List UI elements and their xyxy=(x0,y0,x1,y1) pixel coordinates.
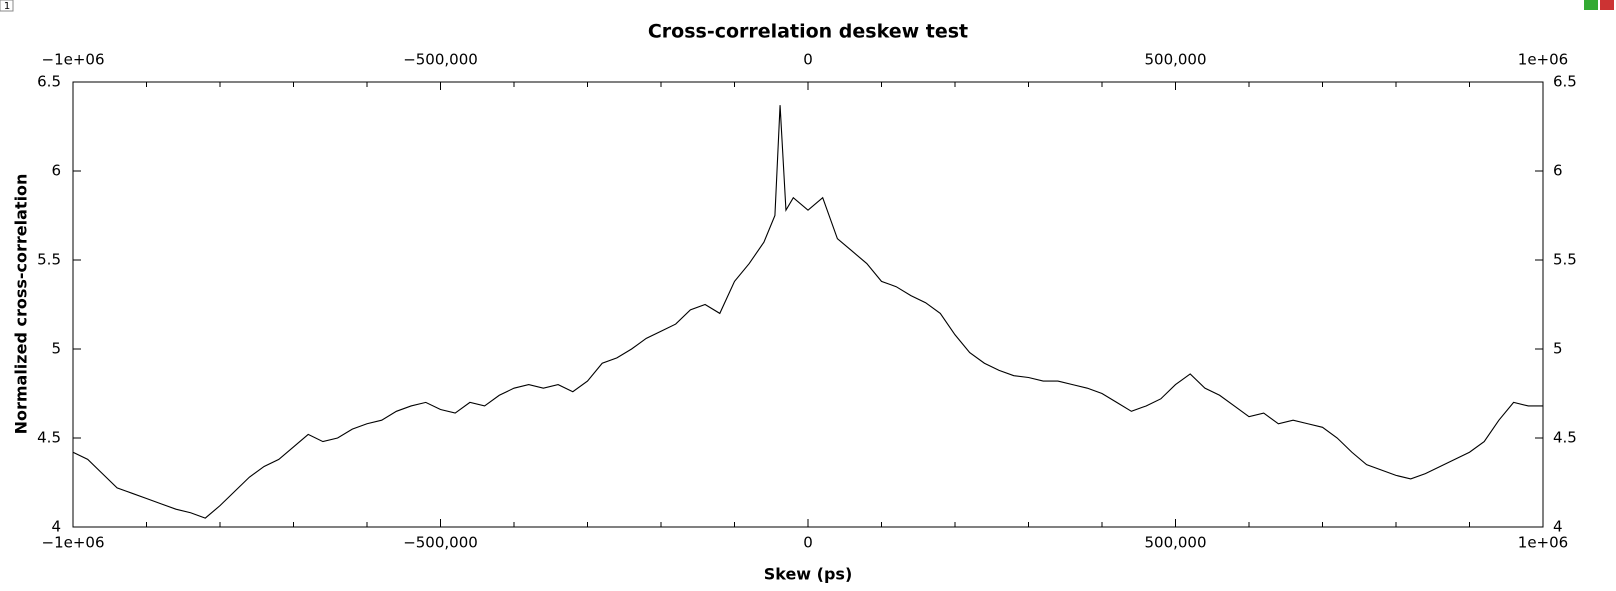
y-tick-label-right: 6.5 xyxy=(1553,73,1577,91)
x-tick-label-top: 1e+06 xyxy=(1518,51,1568,69)
tab-box[interactable] xyxy=(0,0,14,12)
x-tick-label: 500,000 xyxy=(1144,534,1206,552)
plot-frame xyxy=(72,81,1544,528)
y-tick-label-right: 5 xyxy=(1553,340,1563,358)
y-tick-label-right: 4 xyxy=(1553,518,1563,536)
y-tick-label: 6.5 xyxy=(37,73,61,91)
x-tick-label: 1e+06 xyxy=(1518,534,1568,552)
y-tick-label: 4 xyxy=(51,518,61,536)
y-tick-label: 6 xyxy=(51,162,61,180)
x-tick-label-top: −500,000 xyxy=(403,51,478,69)
data-line xyxy=(72,105,1543,519)
chart-title: Cross-correlation deskew test xyxy=(648,21,968,43)
y-tick-label-right: 5.5 xyxy=(1553,251,1577,269)
x-tick-label: −500,000 xyxy=(403,534,478,552)
x-tick-label-top: −1e+06 xyxy=(42,51,105,69)
y-tick-label: 4.5 xyxy=(37,429,61,447)
add-button[interactable] xyxy=(1584,0,1598,10)
y-tick-label-right: 6 xyxy=(1553,162,1563,180)
tab-label[interactable]: 1 xyxy=(4,1,10,12)
x-axis-label: Skew (ps) xyxy=(764,565,853,584)
y-tick-label: 5 xyxy=(51,340,61,358)
x-tick-label-top: 500,000 xyxy=(1144,51,1206,69)
y-tick-label-right: 4.5 xyxy=(1553,429,1577,447)
x-tick-label-top: 0 xyxy=(803,51,813,69)
x-tick-label: −1e+06 xyxy=(42,534,105,552)
x-tick-label: 0 xyxy=(803,534,813,552)
close-button[interactable] xyxy=(1600,0,1614,10)
y-axis-label: Normalized cross-correlation xyxy=(12,174,31,435)
y-tick-label: 5.5 xyxy=(37,251,61,269)
